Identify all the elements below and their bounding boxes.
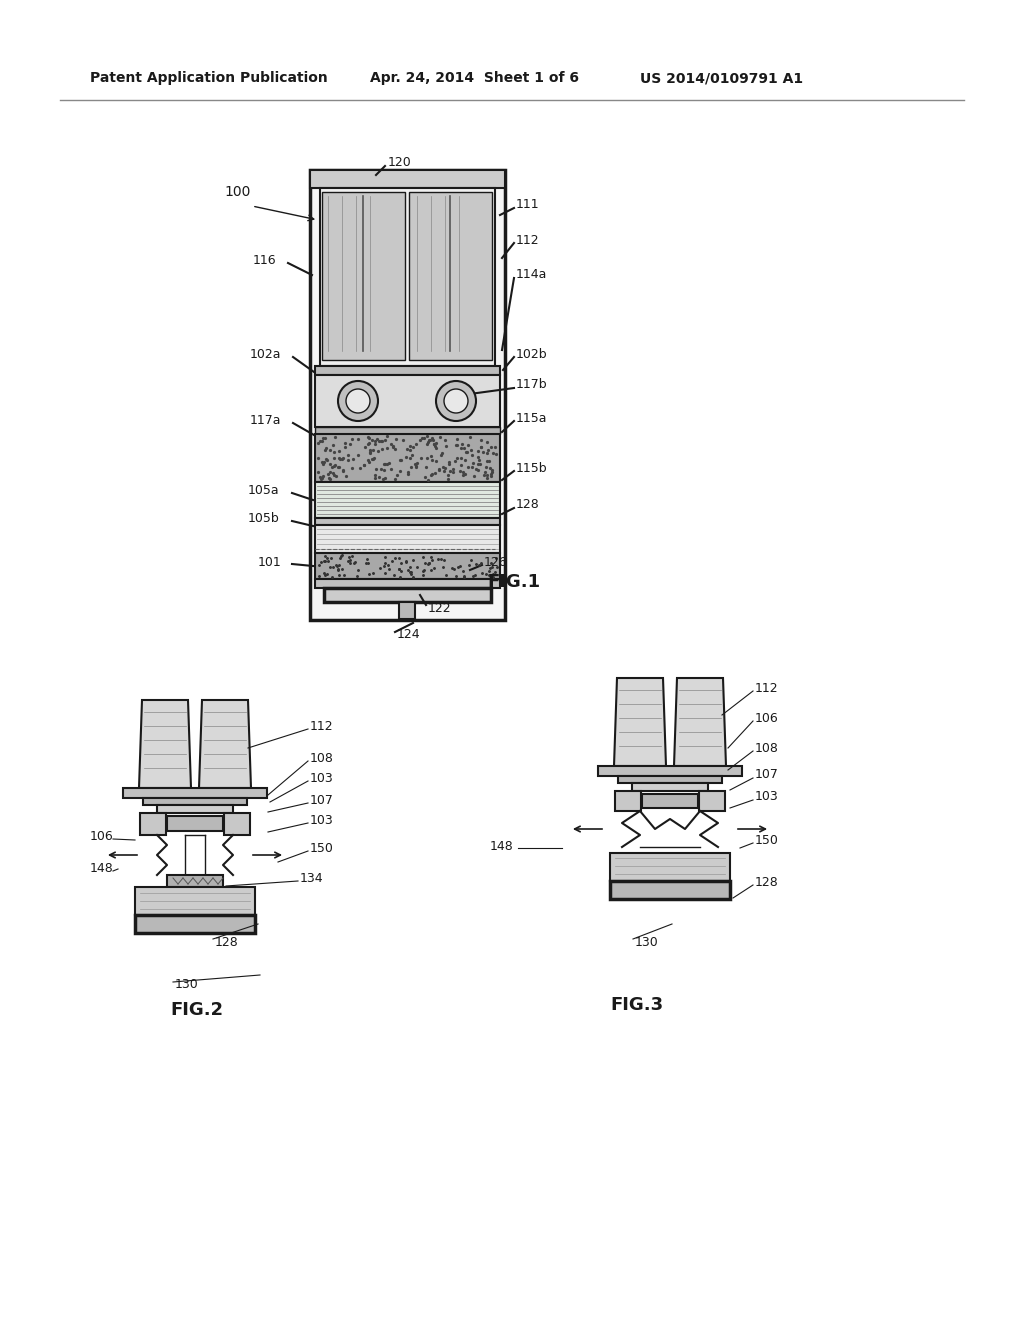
Text: 102a: 102a <box>250 347 282 360</box>
Bar <box>315 579 500 587</box>
Bar <box>135 887 255 915</box>
Bar <box>135 915 255 933</box>
Polygon shape <box>139 700 191 788</box>
Text: US 2014/0109791 A1: US 2014/0109791 A1 <box>640 71 803 84</box>
Text: 114a: 114a <box>516 268 548 281</box>
Text: 124: 124 <box>397 628 421 642</box>
Text: FIG.3: FIG.3 <box>610 997 664 1014</box>
Text: 112: 112 <box>755 681 778 694</box>
Text: 130: 130 <box>175 978 199 991</box>
Text: 126: 126 <box>484 556 508 569</box>
Text: 148: 148 <box>490 840 514 853</box>
Polygon shape <box>614 678 666 766</box>
Bar <box>315 553 500 579</box>
Bar <box>315 426 500 434</box>
Text: Patent Application Publication: Patent Application Publication <box>90 71 328 84</box>
Text: 103: 103 <box>310 771 334 784</box>
Bar <box>123 788 267 799</box>
Text: 106: 106 <box>90 829 114 842</box>
Text: 103: 103 <box>755 791 778 804</box>
Text: 130: 130 <box>635 936 658 949</box>
Text: 102b: 102b <box>516 347 548 360</box>
Bar <box>157 805 233 813</box>
Text: 107: 107 <box>755 768 779 781</box>
Text: 134: 134 <box>300 871 324 884</box>
Text: 117b: 117b <box>516 379 548 392</box>
Bar <box>598 766 742 776</box>
Bar <box>315 366 500 375</box>
Bar <box>224 813 250 836</box>
Text: 101: 101 <box>258 556 282 569</box>
Circle shape <box>444 389 468 413</box>
Bar <box>140 813 166 836</box>
Bar <box>315 434 500 482</box>
Text: 108: 108 <box>310 751 334 764</box>
Circle shape <box>436 381 476 421</box>
Text: 120: 120 <box>388 157 412 169</box>
Bar <box>315 517 500 525</box>
Text: 112: 112 <box>516 234 540 247</box>
Text: 128: 128 <box>516 499 540 511</box>
Bar <box>618 776 722 783</box>
Text: 106: 106 <box>755 711 778 725</box>
Text: 108: 108 <box>755 742 779 755</box>
Bar <box>399 602 415 619</box>
Text: 128: 128 <box>755 875 778 888</box>
Bar <box>324 587 490 602</box>
Bar <box>310 170 505 620</box>
Bar <box>315 482 500 517</box>
Bar <box>167 875 223 887</box>
Text: 107: 107 <box>310 793 334 807</box>
Text: 105b: 105b <box>248 511 280 524</box>
Text: 105a: 105a <box>248 483 280 496</box>
Bar <box>642 795 698 808</box>
Bar <box>615 791 641 810</box>
Bar <box>315 525 500 553</box>
Circle shape <box>346 389 370 413</box>
Polygon shape <box>199 700 251 788</box>
Text: 111: 111 <box>516 198 540 211</box>
Text: 128: 128 <box>215 936 239 949</box>
Polygon shape <box>674 678 726 766</box>
Bar <box>143 799 247 805</box>
Bar <box>610 853 730 880</box>
Bar <box>699 791 725 810</box>
Text: 116: 116 <box>253 253 276 267</box>
Bar <box>632 783 708 791</box>
Text: 122: 122 <box>428 602 452 615</box>
Text: FIG.2: FIG.2 <box>170 1001 223 1019</box>
Bar <box>610 880 730 899</box>
Text: 103: 103 <box>310 813 334 826</box>
Circle shape <box>338 381 378 421</box>
Text: 112: 112 <box>310 719 334 733</box>
Text: 100: 100 <box>224 185 251 199</box>
Text: 148: 148 <box>90 862 114 874</box>
Text: 115b: 115b <box>516 462 548 474</box>
Bar <box>310 170 505 187</box>
Text: 117a: 117a <box>250 413 282 426</box>
Text: FIG.1: FIG.1 <box>487 573 540 591</box>
Bar <box>167 816 223 832</box>
Text: 150: 150 <box>310 842 334 854</box>
Bar <box>322 191 406 360</box>
Text: 150: 150 <box>755 833 779 846</box>
Bar <box>315 375 500 426</box>
Bar <box>319 187 495 366</box>
Text: Apr. 24, 2014  Sheet 1 of 6: Apr. 24, 2014 Sheet 1 of 6 <box>370 71 579 84</box>
Text: 115a: 115a <box>516 412 548 425</box>
Bar <box>409 191 492 360</box>
